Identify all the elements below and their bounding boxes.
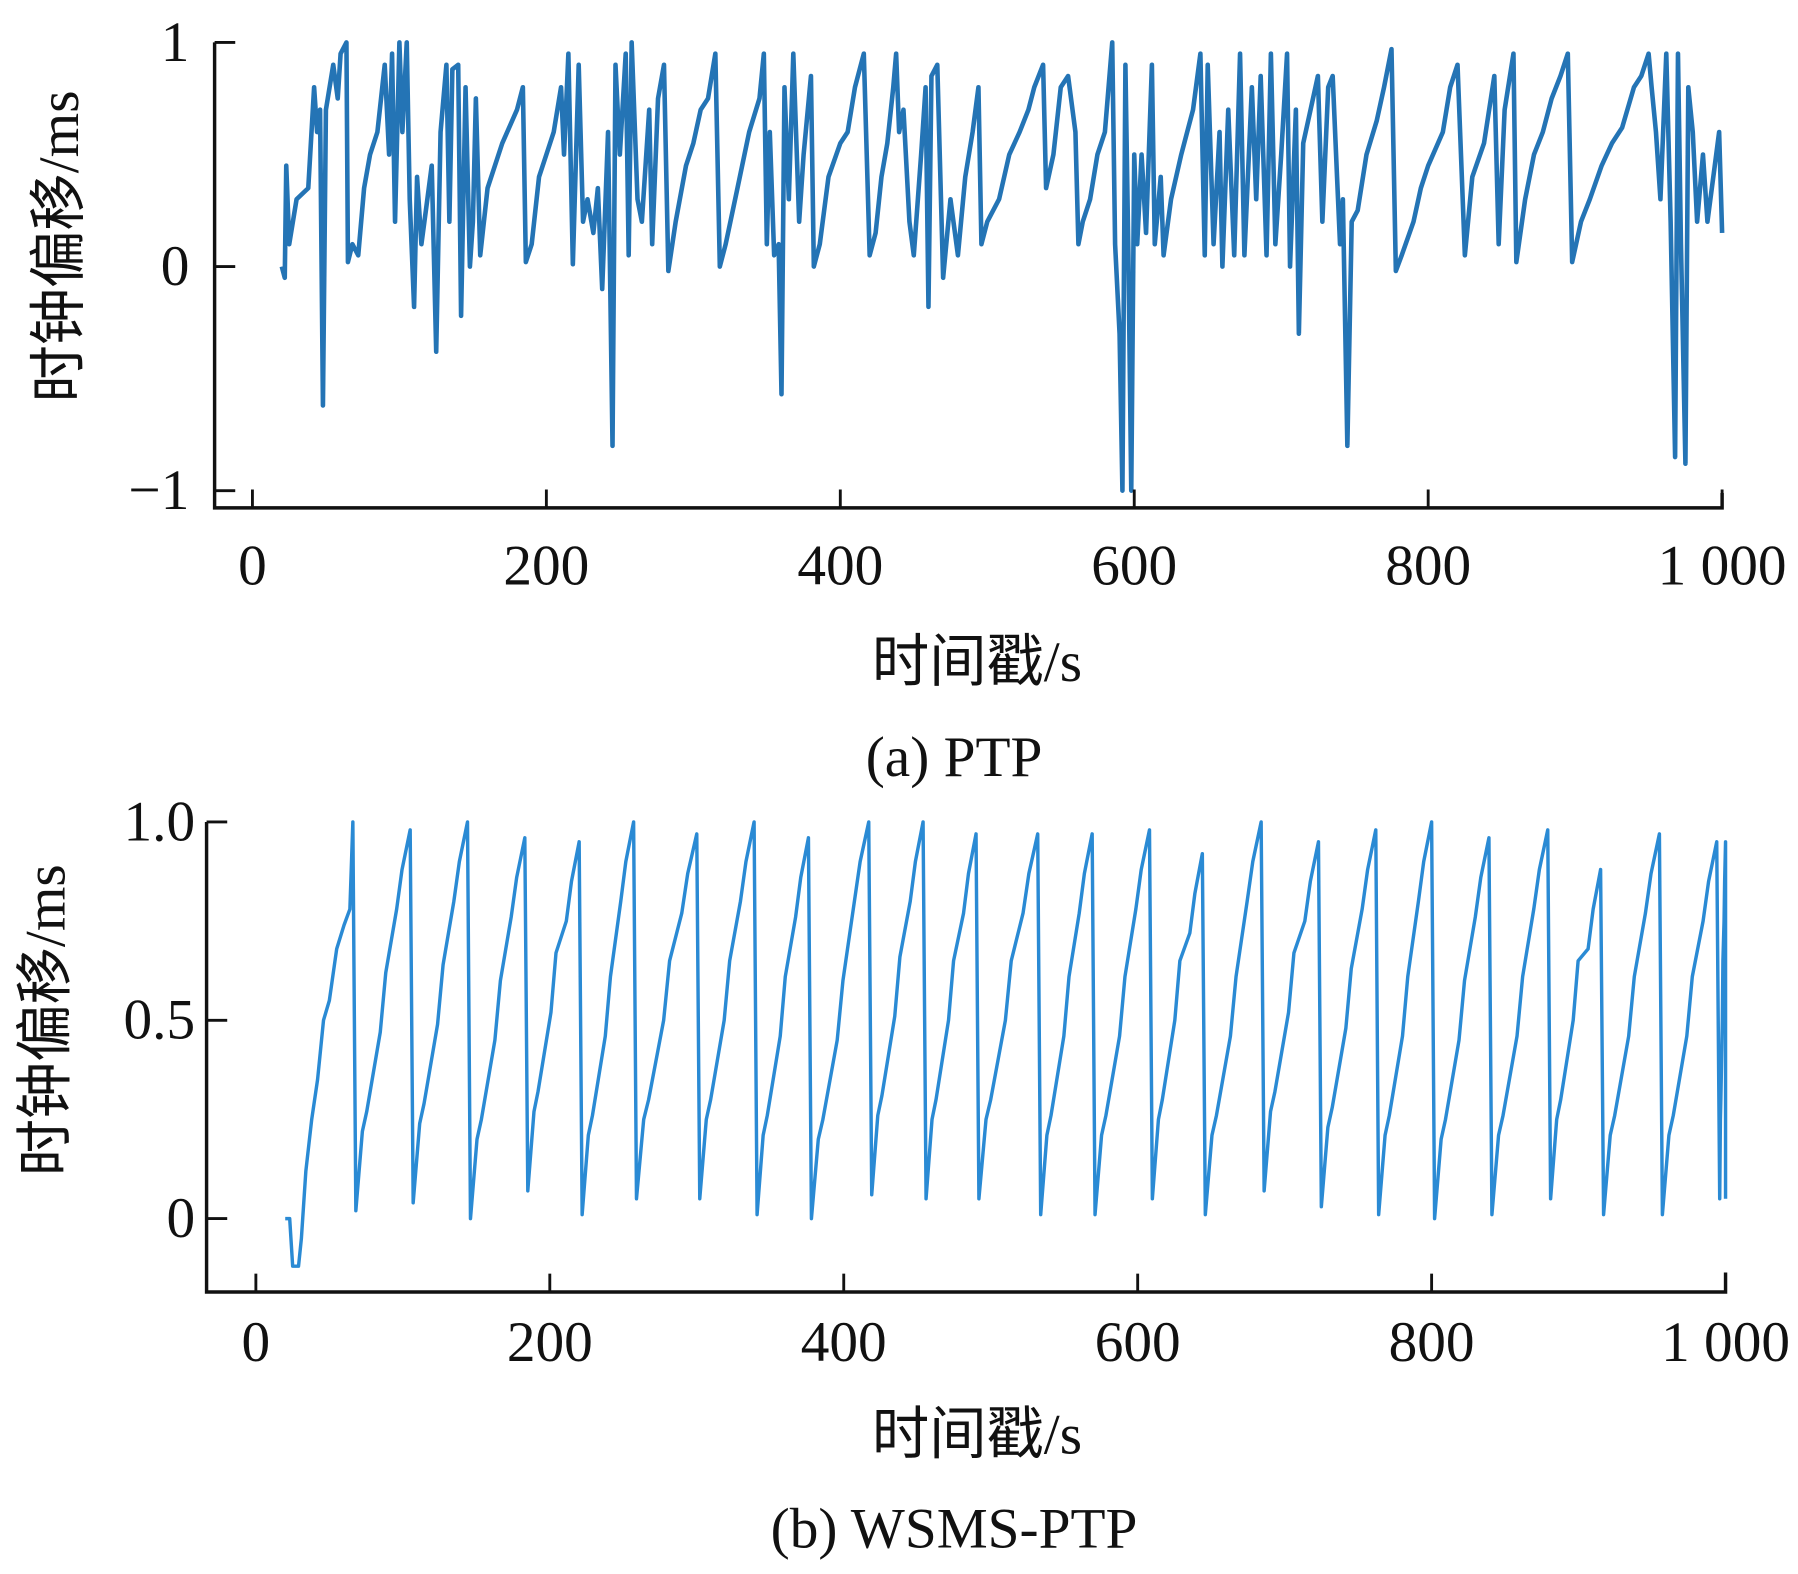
x-tick-label: 200 xyxy=(503,535,589,598)
series-line-ptp xyxy=(279,40,1725,493)
y-tick-label: 1 xyxy=(161,11,190,74)
y-tick-label: −1 xyxy=(128,459,189,522)
y-tick-label: 0 xyxy=(161,235,190,298)
y-axis-label: 时钟偏移/ms xyxy=(14,864,77,1176)
x-tick-label: 0 xyxy=(242,1311,271,1374)
y-tick-label: 0 xyxy=(166,1187,195,1250)
x-tick-label: 600 xyxy=(1091,535,1177,598)
x-tick-label: 800 xyxy=(1389,1311,1475,1374)
x-tick-label: 200 xyxy=(507,1311,593,1374)
x-tick-label: 600 xyxy=(1095,1311,1181,1374)
y-tick-label: 0.5 xyxy=(123,989,195,1052)
caption: (a) PTP xyxy=(866,726,1043,789)
x-axis-label: 时间戳/s xyxy=(872,631,1082,694)
x-tick-label: 800 xyxy=(1385,535,1471,598)
x-tick-label: 400 xyxy=(801,1311,887,1374)
x-tick-label: 1 000 xyxy=(1658,535,1787,598)
y-axis-label: 时钟偏移/ms xyxy=(28,90,91,402)
chart-ptp: 0 200 400 600 800 1 000 1 0 −1 时钟偏移/ms 时间戳/s (a)… xyxy=(28,11,1786,789)
y-tick-label: 1.0 xyxy=(123,790,195,853)
x-tick-label: 0 xyxy=(238,535,267,598)
ticks: 0 200 400 600 800 1 000 1.0 0.5 0 xyxy=(123,790,1790,1373)
x-tick-label: 400 xyxy=(797,535,883,598)
plot-area xyxy=(279,40,1725,493)
caption: (b) WSMS-PTP xyxy=(771,1498,1138,1561)
ticks: 0 200 400 600 800 1 000 1 0 −1 xyxy=(128,11,1786,598)
plot-area xyxy=(285,820,1728,1268)
x-axis-label: 时间戳/s xyxy=(872,1404,1082,1467)
x-tick-label: 1 000 xyxy=(1661,1311,1790,1374)
series-line-wsms-ptp xyxy=(285,820,1728,1268)
